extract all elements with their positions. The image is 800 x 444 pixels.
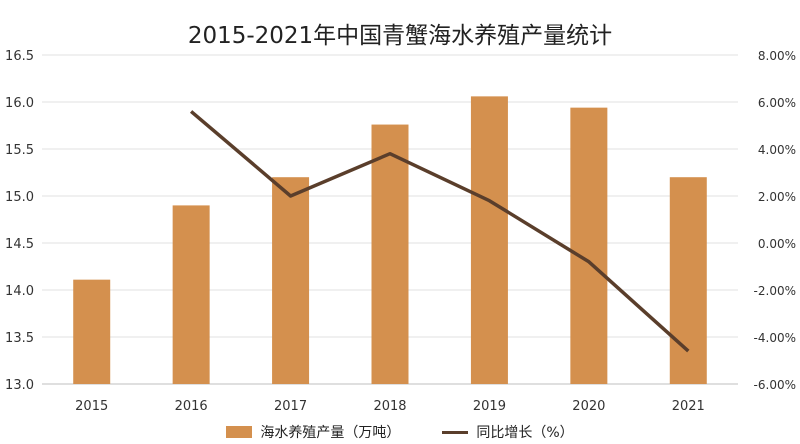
legend-item-line: 同比增长（%） xyxy=(442,422,574,442)
y-right-tick-label: 8.00% xyxy=(758,49,796,63)
y-left-tick-label: 15.5 xyxy=(5,143,34,158)
x-tick-label: 2020 xyxy=(572,399,605,414)
legend-label-line: 同比增长（%） xyxy=(476,425,574,441)
y-right-tick-label: 0.00% xyxy=(758,237,796,251)
bar xyxy=(272,177,310,384)
y-right-tick-label: 6.00% xyxy=(758,96,796,110)
y-left-tick-label: 16.5 xyxy=(5,49,34,64)
y-right-tick-label: -2.00% xyxy=(754,284,796,298)
x-tick-label: 2021 xyxy=(672,399,705,414)
legend: 海水养殖产量（万吨） 同比增长（%） xyxy=(0,422,800,442)
y-right-tick-label: -6.00% xyxy=(754,378,796,392)
y-right-tick-label: 2.00% xyxy=(758,190,796,204)
bar xyxy=(73,279,111,384)
y-right-tick-label: -4.00% xyxy=(754,331,796,345)
x-tick-label: 2015 xyxy=(75,399,108,414)
y-left-tick-label: 13.5 xyxy=(5,331,34,346)
bar xyxy=(669,177,707,384)
x-tick-label: 2016 xyxy=(175,399,208,414)
legend-item-bar: 海水养殖产量（万吨） xyxy=(226,422,400,442)
y-left-tick-label: 15.0 xyxy=(5,190,34,205)
y-left-tick-label: 13.0 xyxy=(5,378,34,393)
chart-title: 2015-2021年中国青蟹海水养殖产量统计 xyxy=(187,23,613,49)
legend-swatch-line xyxy=(442,430,469,434)
y-left-tick-label: 14.0 xyxy=(5,284,34,299)
legend-swatch-bar xyxy=(226,426,253,438)
bar xyxy=(371,124,409,384)
x-tick-label: 2019 xyxy=(473,399,506,414)
bar xyxy=(172,205,210,384)
y-left-tick-label: 14.5 xyxy=(5,237,34,252)
x-tick-label: 2017 xyxy=(274,399,307,414)
y-right-tick-label: 4.00% xyxy=(758,143,796,157)
bar xyxy=(470,96,508,385)
y-left-tick-label: 16.0 xyxy=(5,96,34,111)
x-tick-label: 2018 xyxy=(373,399,406,414)
legend-label-bar: 海水养殖产量（万吨） xyxy=(260,425,401,441)
growth-line xyxy=(189,110,690,353)
bar xyxy=(570,107,608,384)
